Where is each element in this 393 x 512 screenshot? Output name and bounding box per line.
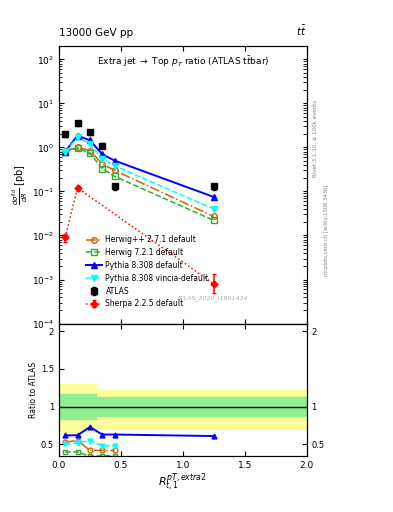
Line: Pythia 8.308 default: Pythia 8.308 default	[62, 133, 217, 200]
Pythia 8.308 default	[211, 194, 216, 200]
Pythia 8.308 default	[100, 151, 105, 157]
Herwig 7.2.1 default	[211, 217, 216, 223]
Herwig++ 2.7.1 default	[88, 147, 92, 154]
Herwig++ 2.7.1 default	[63, 147, 68, 154]
Line: Pythia 8.308 vincia-default: Pythia 8.308 vincia-default	[62, 135, 217, 212]
Text: 13000 GeV pp: 13000 GeV pp	[59, 28, 133, 38]
Pythia 8.308 vincia-default	[112, 163, 117, 169]
Herwig 7.2.1 default	[100, 165, 105, 172]
Pythia 8.308 vincia-default	[88, 141, 92, 147]
Pythia 8.308 default	[63, 148, 68, 155]
Herwig++ 2.7.1 default	[211, 214, 216, 220]
Pythia 8.308 default	[112, 158, 117, 164]
Text: Extra jet $\rightarrow$ Top $p_T$ ratio (ATLAS t$\bar{t}$bar): Extra jet $\rightarrow$ Top $p_T$ ratio …	[97, 54, 269, 69]
Line: Herwig++ 2.7.1 default: Herwig++ 2.7.1 default	[62, 144, 217, 219]
Pythia 8.308 vincia-default	[75, 134, 80, 140]
Herwig 7.2.1 default	[75, 145, 80, 152]
Text: mcplots.cern.ch [arXiv:1306.3436]: mcplots.cern.ch [arXiv:1306.3436]	[324, 185, 329, 276]
Line: Herwig 7.2.1 default: Herwig 7.2.1 default	[62, 145, 217, 223]
X-axis label: $R_{t,1}^{pT,extra2}$: $R_{t,1}^{pT,extra2}$	[158, 472, 207, 495]
Herwig 7.2.1 default	[88, 150, 92, 156]
Herwig++ 2.7.1 default	[75, 144, 80, 151]
Pythia 8.308 default	[88, 137, 92, 143]
Pythia 8.308 vincia-default	[100, 156, 105, 162]
Herwig++ 2.7.1 default	[100, 161, 105, 167]
Herwig 7.2.1 default	[112, 173, 117, 179]
Text: $t\bar{t}$: $t\bar{t}$	[296, 24, 307, 38]
Herwig 7.2.1 default	[63, 148, 68, 155]
Pythia 8.308 default	[75, 133, 80, 139]
Y-axis label: $\frac{d\sigma^{fid}}{dR}$ [pb]: $\frac{d\sigma^{fid}}{dR}$ [pb]	[11, 164, 30, 205]
Pythia 8.308 vincia-default	[211, 206, 216, 212]
Text: Rivet 3.1.10, ≥ 100k events: Rivet 3.1.10, ≥ 100k events	[312, 100, 318, 177]
Y-axis label: Ratio to ATLAS: Ratio to ATLAS	[29, 361, 38, 418]
Herwig++ 2.7.1 default	[112, 167, 117, 174]
Text: ATLAS_2020_I1801434: ATLAS_2020_I1801434	[177, 295, 248, 302]
Pythia 8.308 vincia-default	[63, 149, 68, 155]
Legend: Herwig++ 2.7.1 default, Herwig 7.2.1 default, Pythia 8.308 default, Pythia 8.308: Herwig++ 2.7.1 default, Herwig 7.2.1 def…	[83, 232, 212, 311]
